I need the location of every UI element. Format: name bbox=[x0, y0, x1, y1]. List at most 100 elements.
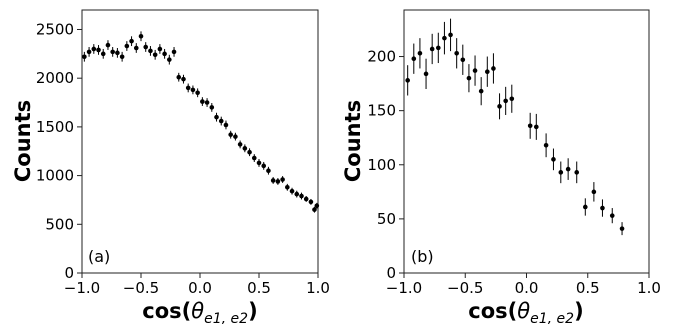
data-point bbox=[223, 122, 229, 128]
data-point bbox=[491, 66, 496, 71]
data-point bbox=[91, 46, 97, 52]
data-point bbox=[600, 205, 605, 211]
data-point bbox=[485, 69, 490, 74]
x-tick-label: 0.5 bbox=[576, 279, 600, 297]
data-point bbox=[242, 146, 248, 151]
data-point bbox=[86, 49, 92, 55]
data-point bbox=[228, 132, 233, 137]
x-axis-label-b: cos(θe1, e2) bbox=[468, 299, 583, 324]
data-point bbox=[503, 98, 508, 104]
data-points-a bbox=[82, 31, 320, 213]
data-point bbox=[312, 207, 317, 212]
data-point bbox=[497, 104, 502, 109]
data-point bbox=[436, 45, 441, 51]
data-point bbox=[609, 213, 615, 218]
y-ticks-a: 0 500 1000 1500 2000 2500 bbox=[36, 20, 82, 282]
y-tick-label: 0 bbox=[386, 264, 396, 282]
data-point bbox=[185, 85, 191, 91]
data-point bbox=[209, 105, 215, 110]
x-tick-label: 1.0 bbox=[306, 279, 330, 297]
data-point bbox=[124, 43, 130, 49]
data-point bbox=[167, 57, 172, 62]
data-point bbox=[509, 96, 515, 102]
data-point bbox=[280, 177, 285, 182]
data-point bbox=[261, 163, 267, 169]
data-point bbox=[591, 189, 597, 195]
data-point bbox=[551, 157, 556, 162]
data-point bbox=[247, 149, 252, 155]
data-points-b bbox=[405, 18, 625, 236]
y-tick-label: 2500 bbox=[36, 20, 74, 38]
x-ticks-b: −1.0 −0.5 0.0 0.5 1.0 bbox=[386, 273, 661, 297]
y-axis-label-b: Counts bbox=[341, 100, 365, 182]
data-point bbox=[266, 168, 271, 174]
data-point bbox=[299, 193, 304, 199]
panel-b: −1.0 −0.5 0.0 0.5 1.0 0 50 100 150 200 (b) Count… bbox=[341, 9, 661, 324]
data-point bbox=[143, 44, 149, 50]
data-point bbox=[303, 196, 309, 202]
data-point bbox=[96, 47, 101, 53]
y-tick-label: 1500 bbox=[36, 118, 74, 136]
data-point bbox=[565, 166, 571, 172]
data-point bbox=[543, 142, 549, 148]
data-point bbox=[466, 75, 472, 81]
y-tick-label: 2000 bbox=[36, 69, 74, 87]
y-tick-label: 200 bbox=[367, 48, 396, 66]
data-point bbox=[115, 50, 120, 56]
x-ticks-a: −1.0 −0.5 0.0 0.5 1.0 bbox=[64, 273, 330, 297]
data-point bbox=[454, 50, 459, 56]
y-ticks-b: 0 50 100 150 200 bbox=[367, 48, 404, 282]
panel-label-a: (a) bbox=[88, 247, 110, 266]
data-point bbox=[275, 179, 281, 184]
data-point bbox=[442, 35, 447, 41]
data-point bbox=[138, 34, 144, 39]
data-point bbox=[204, 100, 210, 105]
y-tick-label: 150 bbox=[367, 102, 396, 120]
data-point bbox=[157, 46, 163, 52]
data-point bbox=[285, 184, 290, 190]
data-point bbox=[411, 56, 417, 62]
data-point bbox=[448, 32, 453, 38]
x-tick-label: 0.0 bbox=[188, 279, 212, 297]
data-point bbox=[405, 78, 410, 83]
data-point bbox=[100, 51, 106, 57]
panel-label-b: (b) bbox=[411, 247, 434, 266]
data-point bbox=[417, 50, 423, 56]
panel-a: −1.0 −0.5 0.0 0.5 1.0 0 500 1000 1500 2000 2500 (… bbox=[11, 9, 330, 324]
y-tick-label: 0 bbox=[64, 264, 74, 282]
data-point bbox=[176, 74, 182, 80]
data-point bbox=[171, 49, 177, 55]
data-point bbox=[148, 48, 153, 54]
data-point bbox=[619, 226, 625, 231]
data-point bbox=[308, 199, 314, 205]
data-point bbox=[152, 52, 158, 58]
x-tick-label: −1.0 bbox=[64, 279, 100, 297]
data-point bbox=[289, 188, 295, 194]
data-point bbox=[214, 114, 219, 120]
data-point bbox=[119, 54, 125, 60]
data-point bbox=[478, 88, 484, 94]
data-point bbox=[233, 134, 238, 139]
data-point bbox=[181, 76, 186, 82]
data-point bbox=[256, 160, 262, 166]
y-tick-label: 500 bbox=[45, 215, 74, 233]
y-tick-label: 1000 bbox=[36, 167, 74, 185]
data-point bbox=[429, 46, 435, 52]
data-point bbox=[190, 87, 196, 93]
data-point bbox=[195, 90, 200, 96]
data-point bbox=[110, 49, 115, 55]
x-tick-label: −1.0 bbox=[386, 279, 422, 297]
data-point bbox=[133, 45, 139, 51]
data-point bbox=[129, 38, 134, 44]
data-point bbox=[200, 99, 205, 104]
data-point bbox=[314, 203, 320, 209]
data-point bbox=[105, 42, 111, 48]
x-tick-label: −0.5 bbox=[447, 279, 483, 297]
data-point bbox=[294, 191, 300, 197]
data-point bbox=[82, 54, 87, 60]
x-tick-label: 0.0 bbox=[515, 279, 539, 297]
data-point bbox=[162, 51, 167, 57]
data-point bbox=[423, 71, 429, 77]
x-tick-label: −0.5 bbox=[123, 279, 159, 297]
